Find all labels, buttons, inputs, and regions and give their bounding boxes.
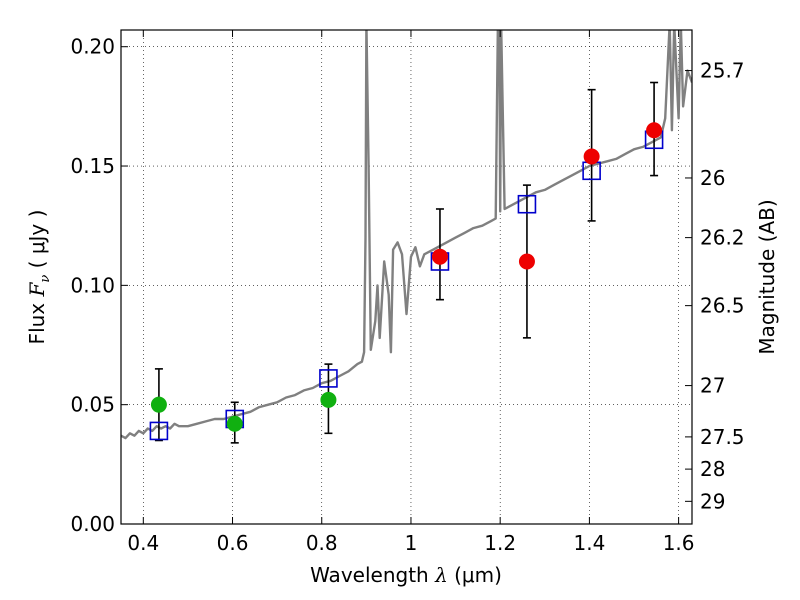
observed-point (584, 149, 599, 164)
chart-root: 0.4 0.6 0.8 1 1.2 1.4 1.6 0.00 0.05 0.10 0.15 0.20 2… (0, 0, 800, 600)
y2-tick-label: 26 (700, 166, 725, 190)
x-tick-label: 1.6 (663, 531, 695, 555)
y2-tick-label: 27.5 (700, 425, 745, 449)
y2-tick-label: 26.2 (700, 226, 745, 250)
y2-tick-label: 26.5 (700, 294, 745, 318)
y2-axis-label: Magnitude (AB) (755, 199, 779, 354)
x-tick-label: 1 (405, 531, 418, 555)
x-tick-label: 1.2 (484, 531, 516, 555)
y2-tick-label: 27 (700, 374, 725, 398)
y-tick-label: 0.15 (70, 154, 115, 178)
y-tick-label: 0.10 (70, 273, 115, 297)
x-tick-label: 0.4 (127, 531, 159, 555)
observed-point (647, 123, 662, 138)
x-tick-label: 1.4 (573, 531, 605, 555)
sed-chart: 0.4 0.6 0.8 1 1.2 1.4 1.6 0.00 0.05 0.10 0.15 0.20 2… (0, 0, 800, 600)
observed-point (151, 397, 166, 412)
x-axis-label: Wavelength λ (μm) (310, 563, 502, 587)
observed-point (321, 392, 336, 407)
y-tick-label: 0.05 (70, 393, 115, 417)
y2-tick-label: 29 (700, 489, 725, 513)
y2-tick-label: 25.7 (700, 59, 745, 83)
y-tick-label: 0.20 (70, 35, 115, 59)
observed-point (227, 416, 242, 431)
observed-point (432, 249, 447, 264)
x-tick-label: 0.8 (306, 531, 338, 555)
x-tick-label: 0.6 (217, 531, 249, 555)
y2-tick-label: 28 (700, 457, 725, 481)
observed-point (519, 254, 534, 269)
y-tick-label: 0.00 (70, 512, 115, 536)
